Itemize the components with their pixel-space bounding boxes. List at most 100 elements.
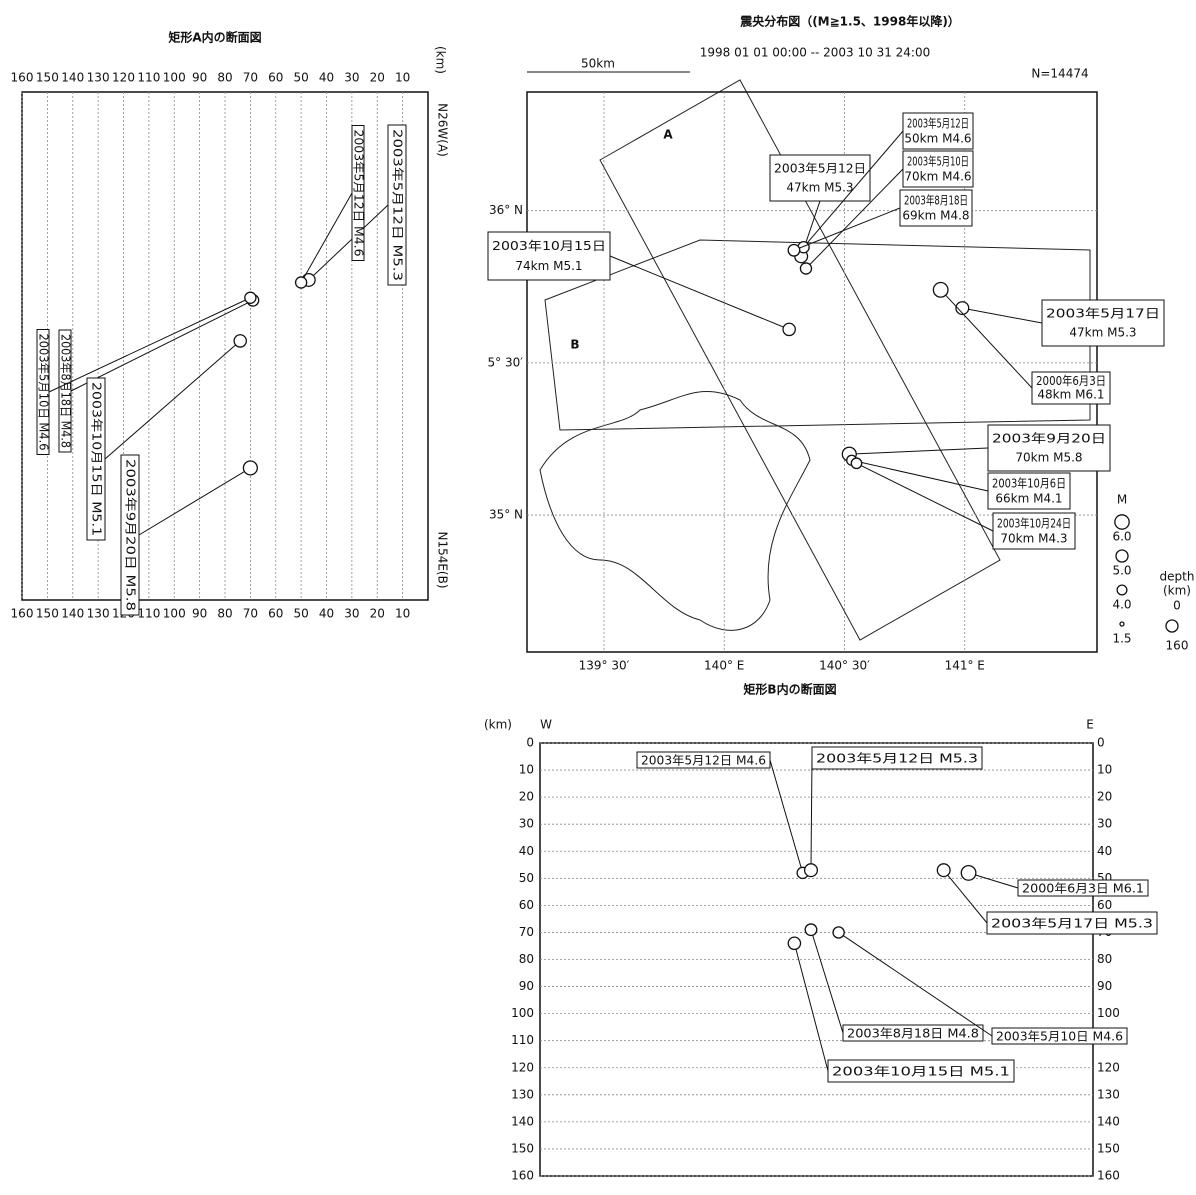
leader-line <box>941 290 1032 388</box>
leader-line <box>794 943 828 1071</box>
y-tick-label: 70 <box>519 925 534 939</box>
event-detail: 47km M5.3 <box>1069 326 1136 340</box>
x-tick-label: 10 <box>395 71 410 85</box>
legend-label: 6.0 <box>1112 530 1131 544</box>
x-tick-label: 50 <box>293 71 308 85</box>
x-tick-label: 140 <box>61 607 84 621</box>
x-tick-label: 150 <box>36 71 59 85</box>
event-label: 2003年5月12日 M4.6 <box>641 754 766 768</box>
region-label: B <box>570 338 579 352</box>
event-marker <box>933 283 948 298</box>
coastline <box>540 391 810 630</box>
chart-title: 矩形A内の断面図 <box>167 30 261 45</box>
event-detail: 66km M4.1 <box>995 491 1062 505</box>
y-tick-label: 30 <box>519 817 534 831</box>
profile-end: N154E(B) <box>436 531 450 588</box>
y-tick-label: 130 <box>511 1087 534 1101</box>
legend-label: 0 <box>1173 599 1181 613</box>
x-tick-label: 20 <box>370 71 385 85</box>
y-tick-label: 110 <box>511 1033 534 1047</box>
x-tick-label: 40 <box>319 607 334 621</box>
leader-line <box>856 463 993 531</box>
legend-label: 1.5 <box>1112 632 1131 646</box>
event-marker <box>783 323 795 335</box>
x-tick-label: 120 <box>112 71 135 85</box>
x-tick-label: 100 <box>163 71 186 85</box>
y-tick-label: 120 <box>1097 1060 1120 1074</box>
y-tick-label: 5° 30′ <box>488 355 524 369</box>
chart-subtitle: 1998 01 01 00:00 -- 2003 10 31 24:00 <box>700 46 931 60</box>
y-tick-label: 100 <box>511 1006 534 1020</box>
region-b <box>545 240 1090 430</box>
x-tick-label: 139° 30′ <box>579 659 630 673</box>
leader-line <box>770 760 803 873</box>
x-tick-label: 140° E <box>704 659 744 673</box>
event-detail: 48km M6.1 <box>1037 388 1104 402</box>
event-marker <box>245 292 256 303</box>
event-date: 2003年5月12日 <box>907 116 969 130</box>
x-tick-label: 141° E <box>945 659 985 673</box>
event-marker <box>937 864 950 877</box>
event-label: 2000年6月3日 M6.1 <box>1022 882 1144 896</box>
leader-line <box>610 256 789 329</box>
x-tick-label: 140° 30′ <box>819 659 870 673</box>
x-tick-label: 80 <box>217 71 232 85</box>
x-tick-label: 40 <box>319 71 334 85</box>
leader-line <box>139 468 250 535</box>
x-tick-label: 70 <box>243 71 258 85</box>
x-tick-label: 20 <box>370 607 385 621</box>
legend-label: 5.0 <box>1112 564 1131 578</box>
event-date: 2003年5月12日 <box>774 161 866 175</box>
legend-title: M <box>1117 493 1127 507</box>
event-detail: 50km M4.6 <box>904 131 971 145</box>
y-tick-label: 90 <box>1097 979 1112 993</box>
y-tick-label: 20 <box>519 790 534 804</box>
chart-title: 矩形B内の断面図 <box>742 682 836 697</box>
y-tick-label: 140 <box>511 1114 534 1128</box>
event-detail: 74km M5.1 <box>515 259 582 273</box>
legend-marker <box>1117 585 1127 595</box>
event-detail: 70km M4.3 <box>1000 531 1067 545</box>
x-tick-label: 30 <box>344 71 359 85</box>
event-marker <box>243 461 257 475</box>
event-marker <box>833 927 844 938</box>
event-date: 2000年6月3日 <box>1036 374 1106 388</box>
event-date: 2003年10月24日 <box>997 516 1071 530</box>
leader-line <box>309 205 388 280</box>
event-marker <box>788 937 800 949</box>
figure: 矩形A内の断面図10102020303040405050606070708080… <box>0 0 1196 1195</box>
event-label: 2003年10月15日 M5.1 <box>832 1065 1010 1079</box>
y-tick-label: 160 <box>1097 1169 1120 1183</box>
y-tick-label: 150 <box>511 1141 534 1155</box>
x-tick-label: 80 <box>217 607 232 621</box>
event-label: 2003年8月18日 M4.8 <box>847 1027 979 1041</box>
x-tick-label: 60 <box>268 607 283 621</box>
y-tick-label: 60 <box>1097 898 1112 912</box>
event-detail: 69km M4.8 <box>902 208 969 222</box>
event-label: 2003年5月17日 M5.3 <box>991 917 1153 931</box>
y-tick-label: 40 <box>1097 844 1112 858</box>
y-tick-label: 10 <box>1097 763 1112 777</box>
x-tick-label: 100 <box>163 607 186 621</box>
legend-label: 4.0 <box>1112 598 1131 612</box>
leader-line <box>811 758 812 870</box>
leader-line <box>962 308 1042 323</box>
y-tick-label: 0 <box>1097 736 1105 750</box>
profile-start: W <box>540 718 552 732</box>
x-tick-label: 160 <box>11 71 34 85</box>
event-label: 2003年5月10日 M4.6 <box>996 1030 1123 1044</box>
y-tick-label: 150 <box>1097 1141 1120 1155</box>
y-tick-label: 90 <box>519 979 534 993</box>
event-date: 2003年10月6日 <box>992 476 1066 490</box>
legend-marker <box>1116 550 1128 562</box>
profile-end: E <box>1086 718 1094 732</box>
event-label: 2003年5月12日 M4.6 <box>352 130 366 257</box>
event-marker <box>296 277 307 288</box>
event-marker <box>805 924 817 936</box>
x-tick-label: 160 <box>11 607 34 621</box>
scale-label: 50km <box>581 57 615 71</box>
axis-unit: (km) <box>484 718 512 732</box>
region-label: A <box>663 128 673 142</box>
leader-line <box>839 932 992 1036</box>
y-tick-label: 10 <box>519 763 534 777</box>
